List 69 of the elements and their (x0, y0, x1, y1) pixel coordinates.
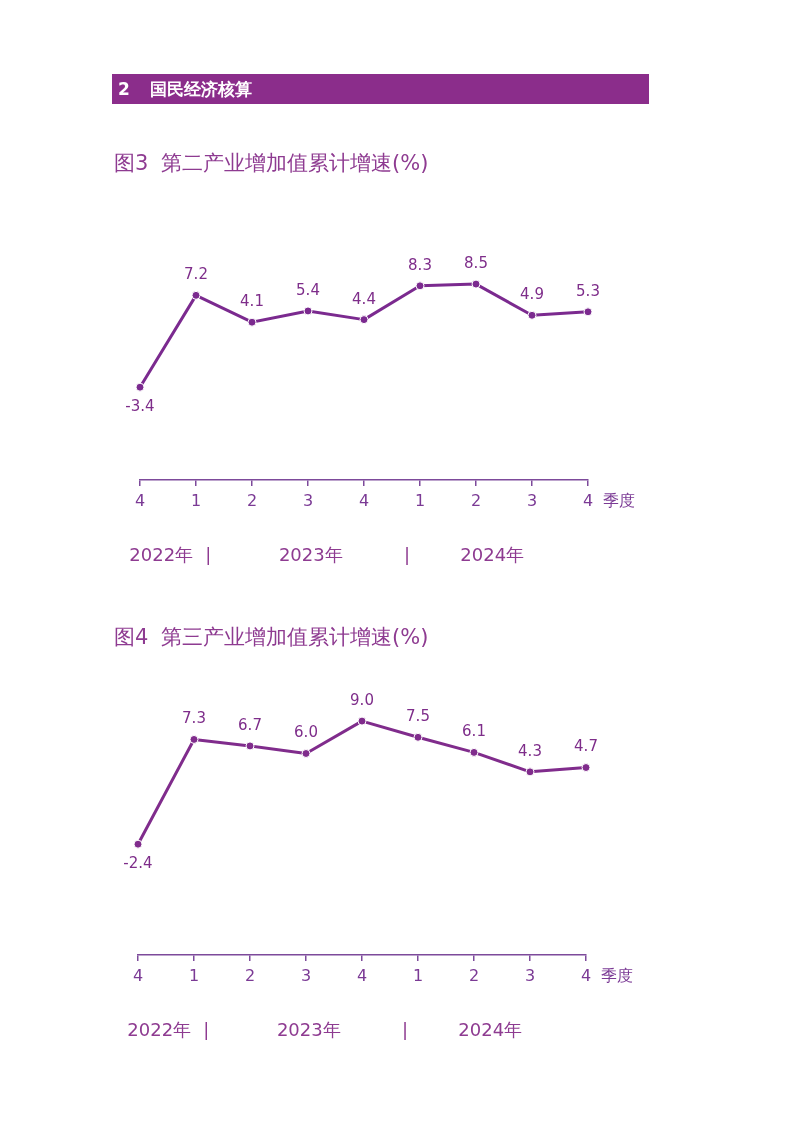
x-tick-label: 4 (580, 965, 592, 985)
text: 2024年 (458, 1018, 523, 1040)
x-tick-label: 3 (524, 965, 536, 985)
x-tick-label: 1 (414, 490, 426, 510)
x-tick-label: 2 (470, 490, 482, 510)
point (133, 839, 143, 849)
data-label: -3.4 (125, 397, 155, 416)
data-label: 9.0 (350, 690, 374, 709)
point (525, 767, 535, 777)
data-label: 4.1 (240, 292, 264, 311)
x-tick-label: 1 (188, 965, 200, 985)
point (469, 747, 479, 757)
point (413, 732, 423, 742)
x-tick-label: 4 (358, 490, 370, 510)
x-tick-label: 4 (134, 490, 146, 510)
data-label: -2.4 (123, 854, 153, 873)
data-label: 4.3 (518, 741, 542, 760)
point (303, 306, 313, 316)
x-tick-label: 2 (468, 965, 480, 985)
data-label: 7.5 (406, 707, 430, 726)
x-axis-title: 季度 (601, 966, 634, 986)
x-axis-title: 季度 (603, 491, 636, 511)
data-label: 6.1 (462, 722, 486, 741)
chart-title: 图3 第二产业增加值累计增速(%) (114, 150, 429, 176)
data-label: 6.0 (294, 723, 318, 742)
point (527, 310, 537, 320)
text: 2022年 (129, 543, 194, 565)
x-tick-label: 1 (412, 965, 424, 985)
data-label: 6.7 (238, 715, 262, 734)
text: 2024年 (460, 543, 525, 565)
point (581, 763, 591, 773)
data-label: 4.9 (520, 285, 544, 304)
data-label: 8.3 (408, 255, 432, 274)
text: 2 国民经济核算 (112, 74, 649, 104)
text: | (205, 543, 212, 565)
data-label: 7.2 (184, 265, 208, 284)
data-label: 5.3 (576, 281, 600, 300)
point (189, 734, 199, 744)
point (357, 716, 367, 726)
text: 2022年 (127, 1018, 192, 1040)
x-tick-label: 4 (582, 490, 594, 510)
point (359, 315, 369, 325)
x-tick-label: 3 (526, 490, 538, 510)
x-tick-label: 2 (244, 965, 256, 985)
chart-title: 图4 第三产业增加值累计增速(%) (114, 624, 429, 650)
x-tick-label: 4 (356, 965, 368, 985)
point (301, 748, 311, 758)
point (247, 317, 257, 327)
text: 2023年 (276, 1018, 341, 1040)
data-label: 7.3 (182, 709, 206, 728)
point (583, 307, 593, 317)
data-label: 4.4 (352, 289, 376, 308)
data-label: 4.7 (574, 737, 598, 756)
x-tick-label: 4 (132, 965, 144, 985)
x-tick-label: 1 (190, 490, 202, 510)
text: 2023年 (278, 543, 343, 565)
x-tick-label: 3 (302, 490, 314, 510)
text: | (402, 1018, 409, 1040)
text: | (404, 543, 411, 565)
point (471, 279, 481, 289)
data-label: 8.5 (464, 253, 488, 272)
x-tick-label: 2 (246, 490, 258, 510)
data-label: 5.4 (296, 280, 320, 299)
point (415, 281, 425, 291)
x-tick-label: 3 (300, 965, 312, 985)
point (191, 290, 201, 300)
point (135, 382, 145, 392)
point (245, 741, 255, 751)
text: | (203, 1018, 210, 1040)
